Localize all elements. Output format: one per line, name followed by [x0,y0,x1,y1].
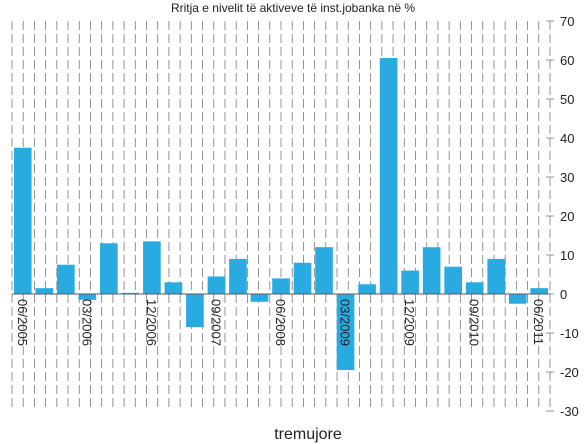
y-tick-label: 20 [560,209,574,224]
y-tick-label: 70 [560,14,574,29]
y-tick-label: 0 [560,287,567,302]
y-tick-label: 50 [560,92,574,107]
x-axis-label: tremujore [274,426,342,443]
x-tick-label: 06/2008 [273,299,288,346]
x-axis-ticks: 06/2005 03/2006 12/2006 09/2007 06/2008 03/20… [15,299,546,346]
bar [186,294,204,328]
bar [293,262,312,294]
y-tick-label: 60 [560,53,574,68]
x-tick-label: 06/2011 [531,299,546,345]
bar [272,278,290,294]
bar [465,282,484,294]
x-tick-label: 09/2010 [467,299,482,346]
bar [508,294,527,304]
y-tick-label: 10 [560,248,574,263]
bar [530,288,549,294]
bar [401,270,419,294]
bar [207,276,226,294]
y-axis-ticks: 70 60 50 40 30 20 10 0 -10 -20 -30 [560,14,579,419]
bar [336,294,355,371]
bar [13,147,32,294]
x-tick-label: 03/2009 [338,299,353,346]
x-tick-label: 09/2007 [208,299,223,346]
bar [143,241,161,294]
bar [164,282,183,294]
bar [100,243,118,294]
bars [13,58,549,371]
x-tick-label: 06/2005 [15,299,30,346]
x-tick-label: 12/2006 [144,299,159,346]
grid [11,20,554,412]
y-tick-label: 30 [560,170,574,185]
bar [358,284,376,294]
y-tick-label: -20 [560,365,579,380]
y-tick-label: -10 [560,326,579,341]
bar [121,292,140,294]
bar [56,264,75,294]
bar [78,294,97,300]
bar [229,258,247,294]
bar [379,58,398,294]
chart-title: Rritja e nivelit të aktiveve të inst.job… [171,1,415,15]
bar [35,288,54,294]
bar [422,247,441,294]
x-tick-label: 12/2009 [402,299,417,346]
bar [487,258,506,294]
x-tick-label: 03/2006 [79,299,94,346]
bar [444,266,462,294]
bar [315,247,333,294]
y-tick-label: -30 [560,404,579,419]
y-tick-label: 40 [560,131,574,146]
bar [250,294,269,302]
